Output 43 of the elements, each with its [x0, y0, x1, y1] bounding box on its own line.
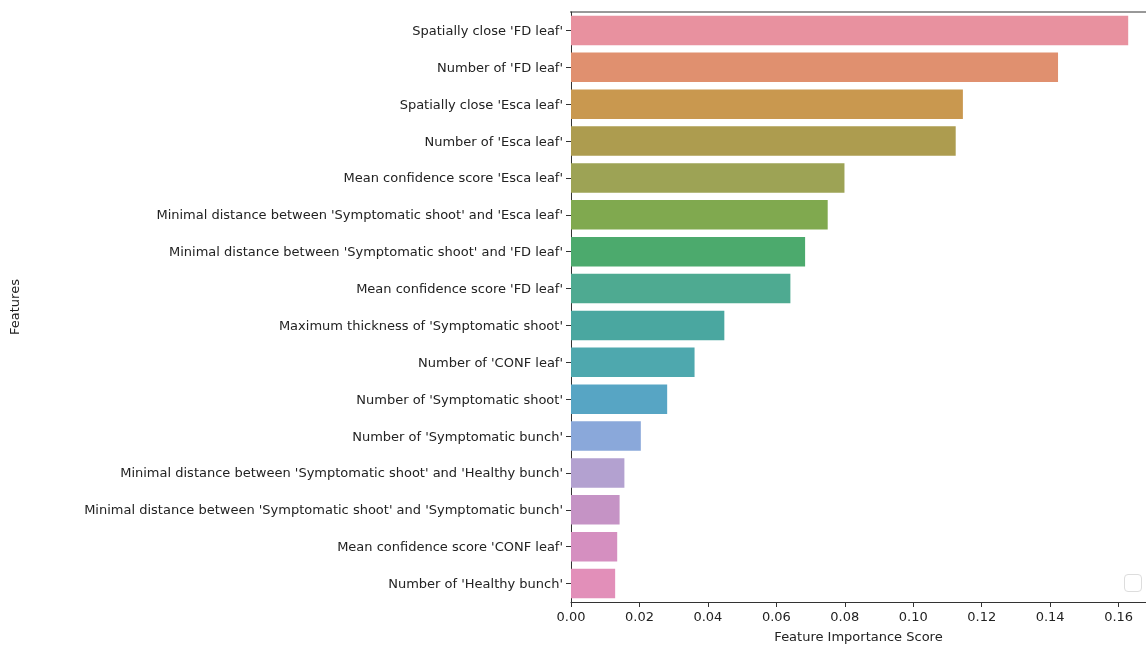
- bar: [571, 347, 695, 378]
- y-tick-label: Mean confidence score 'Esca leaf': [343, 170, 563, 186]
- bar: [571, 421, 641, 451]
- y-tick-label: Minimal distance between 'Symptomatic shoot' and 'Esca leaf': [156, 207, 563, 223]
- bar: [571, 495, 620, 525]
- x-tick-label: 0.02: [624, 609, 654, 624]
- y-tick-label: Minimal distance between 'Symptomatic shoot' and 'Healthy bunch': [120, 465, 563, 481]
- x-tick-label: 0.16: [1104, 609, 1134, 624]
- bar: [571, 236, 806, 267]
- y-tick-label: Spatially close 'Esca leaf': [399, 96, 563, 112]
- bar: [571, 163, 845, 193]
- y-tick-label: Number of 'Esca leaf': [424, 133, 563, 149]
- bar: [571, 568, 616, 599]
- y-tick-label: Minimal distance between 'Symptomatic shoot' and 'FD leaf': [169, 244, 563, 260]
- bar: [571, 384, 668, 414]
- y-axis-title: Features: [7, 278, 22, 335]
- bar: [571, 458, 625, 488]
- bar: [571, 126, 956, 156]
- x-tick-label: 0.10: [898, 609, 928, 624]
- bar: [571, 531, 618, 562]
- x-tick-label: 0.08: [830, 609, 860, 624]
- y-tick-label: Number of 'Healthy bunch': [388, 576, 563, 592]
- x-tick-label: 0.00: [556, 609, 586, 624]
- y-tick-label: Number of 'Symptomatic bunch': [352, 428, 563, 444]
- y-tick-label: Number of 'CONF leaf': [418, 354, 563, 370]
- bar: [571, 89, 963, 119]
- x-axis-title: Feature Importance Score: [774, 629, 943, 644]
- y-tick-label: Spatially close 'FD leaf': [412, 22, 563, 38]
- bar: [571, 273, 791, 304]
- bar: [571, 52, 1059, 83]
- x-tick-label: 0.14: [1035, 609, 1065, 624]
- bar: [571, 200, 828, 230]
- y-tick-label: Mean confidence score 'CONF leaf': [337, 539, 563, 555]
- y-tick-label: Mean confidence score 'FD leaf': [356, 281, 563, 297]
- x-tick-label: 0.04: [693, 609, 723, 624]
- x-tick-label: 0.12: [967, 609, 997, 624]
- y-tick-label: Number of 'FD leaf': [437, 59, 563, 75]
- y-tick-label: Maximum thickness of 'Symptomatic shoot': [278, 317, 563, 333]
- bar: [571, 15, 1129, 46]
- x-tick-label: 0.06: [761, 609, 791, 624]
- y-tick-label: Number of 'Symptomatic shoot': [356, 391, 563, 407]
- bar: [571, 310, 725, 341]
- y-tick-label: Minimal distance between 'Symptomatic shoot' and 'Symptomatic bunch': [84, 502, 563, 518]
